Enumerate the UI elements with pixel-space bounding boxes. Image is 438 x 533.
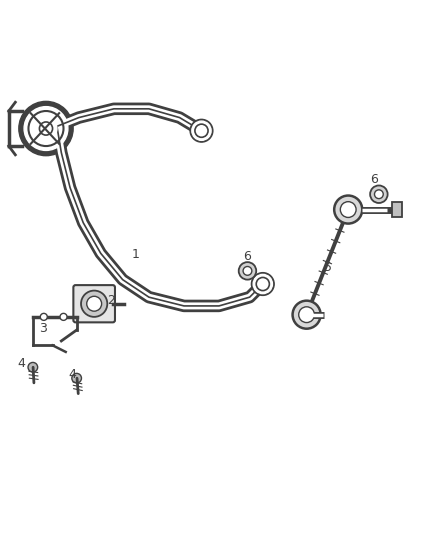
Circle shape xyxy=(370,185,388,203)
Circle shape xyxy=(28,362,38,372)
Text: 6: 6 xyxy=(243,250,251,263)
Text: 2: 2 xyxy=(107,294,115,306)
Text: 6: 6 xyxy=(370,173,378,186)
FancyBboxPatch shape xyxy=(73,285,115,322)
Text: 4: 4 xyxy=(18,357,25,370)
Circle shape xyxy=(243,266,252,275)
Circle shape xyxy=(253,274,272,294)
FancyBboxPatch shape xyxy=(392,201,402,217)
Circle shape xyxy=(374,190,383,199)
Text: 1: 1 xyxy=(131,248,139,261)
Circle shape xyxy=(87,296,102,311)
Circle shape xyxy=(60,313,67,320)
Circle shape xyxy=(192,121,211,140)
Circle shape xyxy=(334,196,362,223)
Text: 3: 3 xyxy=(39,322,47,335)
Circle shape xyxy=(35,118,57,140)
Circle shape xyxy=(251,273,274,295)
Text: 4: 4 xyxy=(68,368,76,381)
Circle shape xyxy=(40,313,47,320)
Circle shape xyxy=(81,290,107,317)
Circle shape xyxy=(293,301,321,329)
Circle shape xyxy=(340,201,356,217)
Circle shape xyxy=(24,107,68,150)
Circle shape xyxy=(72,374,81,383)
Text: 5: 5 xyxy=(324,261,332,274)
Circle shape xyxy=(239,262,256,280)
Circle shape xyxy=(299,307,314,322)
Circle shape xyxy=(19,101,73,156)
Circle shape xyxy=(190,119,213,142)
